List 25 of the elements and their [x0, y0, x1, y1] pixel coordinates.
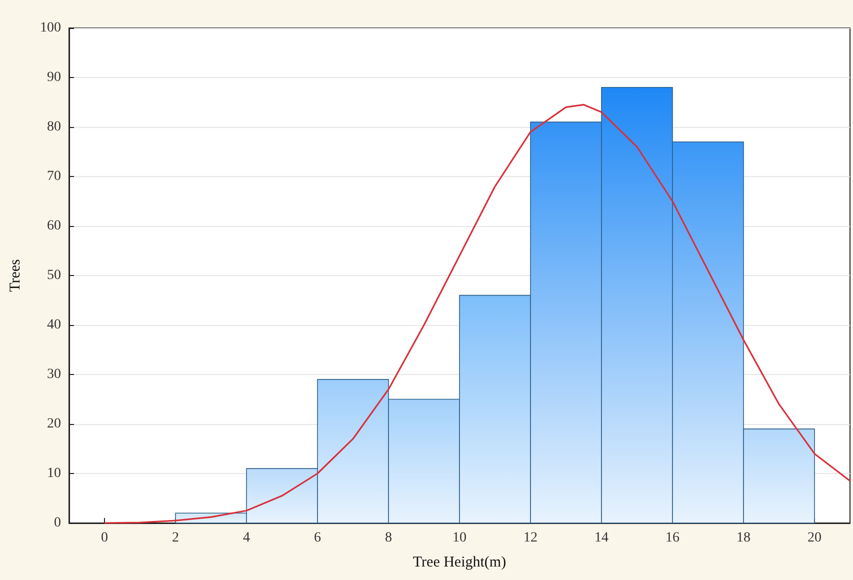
y-tick-label: 30 [47, 367, 61, 382]
y-tick-label: 80 [47, 120, 61, 134]
x-tick-label: 14 [594, 530, 608, 546]
line-series [104, 104, 851, 524]
x-tick-label: 8 [385, 530, 392, 546]
x-tick-label: 20 [808, 530, 822, 546]
x-tick-label: 10 [452, 530, 466, 546]
y-tick-label: 40 [47, 318, 61, 332]
y-tick-label: 60 [47, 218, 61, 234]
x-tick-label: 16 [666, 530, 680, 546]
y-tick-label: 0 [54, 516, 61, 530]
y-tick-label: 100 [40, 20, 61, 36]
y-tick-label: 10 [47, 466, 61, 481]
x-tick-label: 0 [101, 530, 108, 546]
x-tick-label: 2 [172, 530, 179, 546]
y-axis-title: Trees [8, 258, 24, 292]
x-axis-title: Tree Height(m) [412, 554, 506, 570]
x-tick-label: 4 [243, 530, 250, 546]
y-tick-label: 50 [47, 268, 61, 283]
y-tick-label: 90 [47, 70, 61, 85]
x-tick-label: 6 [314, 530, 321, 546]
x-tick-label: 18 [736, 530, 750, 546]
y-tick-label: 70 [47, 169, 61, 184]
x-tick-label: 12 [524, 530, 538, 546]
y-tick-label: 20 [47, 416, 61, 432]
